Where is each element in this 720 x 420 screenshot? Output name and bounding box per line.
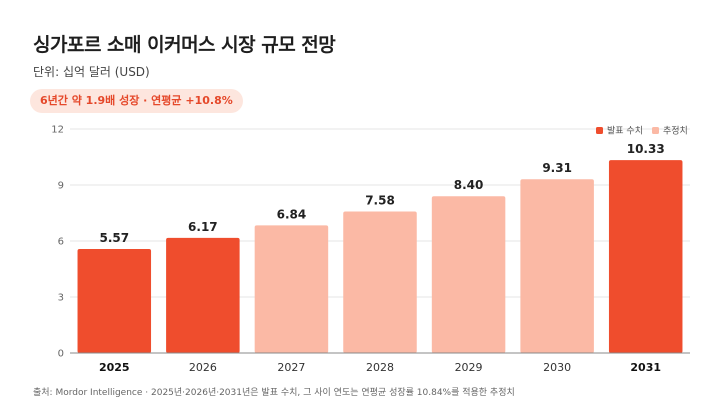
bar-2031 — [608, 160, 683, 353]
legend-label-reported: 발표 수치 — [607, 125, 643, 137]
y-tick-label: 9 — [58, 181, 64, 192]
value-label: 8.40 — [454, 178, 484, 192]
x-tick-label: 2030 — [543, 361, 571, 374]
value-label: 6.17 — [188, 220, 218, 234]
bar-2030 — [520, 179, 594, 353]
source-note: 출처: Mordor Intelligence · 2025년·2026년·20… — [33, 388, 515, 398]
bar-2026 — [166, 237, 240, 353]
x-tick-label: 2026 — [189, 361, 217, 374]
value-label: 5.57 — [99, 231, 129, 245]
x-tick-label: 2029 — [455, 361, 483, 374]
bar-2027 — [254, 225, 329, 353]
x-tick-label: 2028 — [366, 361, 394, 374]
y-tick-label: 0 — [58, 349, 64, 360]
bar-2028 — [343, 211, 417, 353]
x-tick-label: 2031 — [630, 361, 661, 374]
chart-subtitle: 단위: 십억 달러 (USD) — [33, 65, 150, 79]
chart-title: 싱가포르 소매 이커머스 시장 규모 전망 — [33, 34, 336, 56]
value-label: 9.31 — [542, 161, 572, 175]
x-tick-label: 2025 — [99, 361, 130, 374]
x-tick-label: 2027 — [277, 361, 305, 374]
bar-2025 — [77, 249, 152, 353]
legend-label-estimated: 추정치 — [663, 125, 688, 137]
legend-swatch-estimated — [652, 127, 659, 134]
bar-2029 — [431, 196, 506, 353]
value-label: 10.33 — [627, 142, 665, 156]
y-tick-label: 12 — [51, 125, 64, 136]
y-tick-label: 6 — [58, 237, 64, 248]
value-label: 6.84 — [277, 207, 307, 221]
growth-badge: 6년간 약 1.9배 성장 · 연평균 +10.8% — [30, 89, 243, 113]
value-label: 7.58 — [365, 194, 395, 208]
legend-swatch-reported — [596, 127, 603, 134]
y-tick-label: 3 — [58, 293, 64, 304]
